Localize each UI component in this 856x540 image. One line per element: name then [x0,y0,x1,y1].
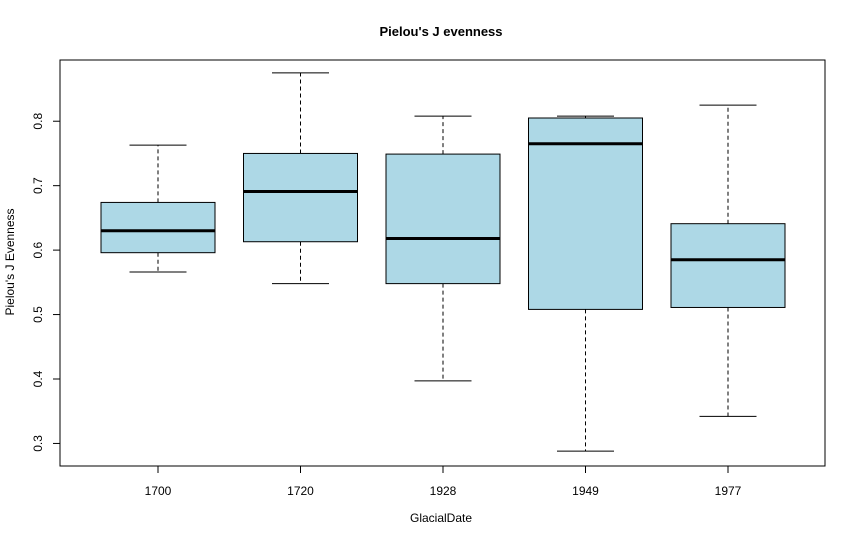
box-iqr [243,152,358,243]
box-iqr [100,201,216,254]
y-axis: 0.3 0.4 0.5 0.6 0.7 0.8 [31,113,60,452]
x-tick-label: 1977 [715,484,742,498]
box-group [243,72,358,285]
y-tick-label: 0.7 [31,177,45,194]
box-group [528,115,643,452]
x-tick-label: 1720 [287,484,314,498]
x-axis: 1700 1720 1928 1949 1977 [145,466,742,498]
y-tick-label: 0.6 [31,241,45,258]
y-tick-label: 0.3 [31,435,45,452]
box-iqr [670,223,786,308]
y-tick-label: 0.4 [31,370,45,387]
x-tick-label: 1949 [572,484,599,498]
chart-title: Pielou's J evenness [379,24,502,39]
x-tick-label: 1928 [430,484,457,498]
y-tick-label: 0.5 [31,306,45,323]
y-tick-label: 0.8 [31,113,45,130]
x-axis-label: GlacialDate [410,511,472,525]
box-iqr [528,117,643,310]
box-group [670,104,786,417]
box-group [385,115,501,382]
boxes-layer [100,72,786,452]
x-tick-label: 1700 [145,484,172,498]
box-iqr [385,153,501,285]
y-axis-label: Pielou's J Evenness [3,208,17,315]
box-group [100,144,216,273]
